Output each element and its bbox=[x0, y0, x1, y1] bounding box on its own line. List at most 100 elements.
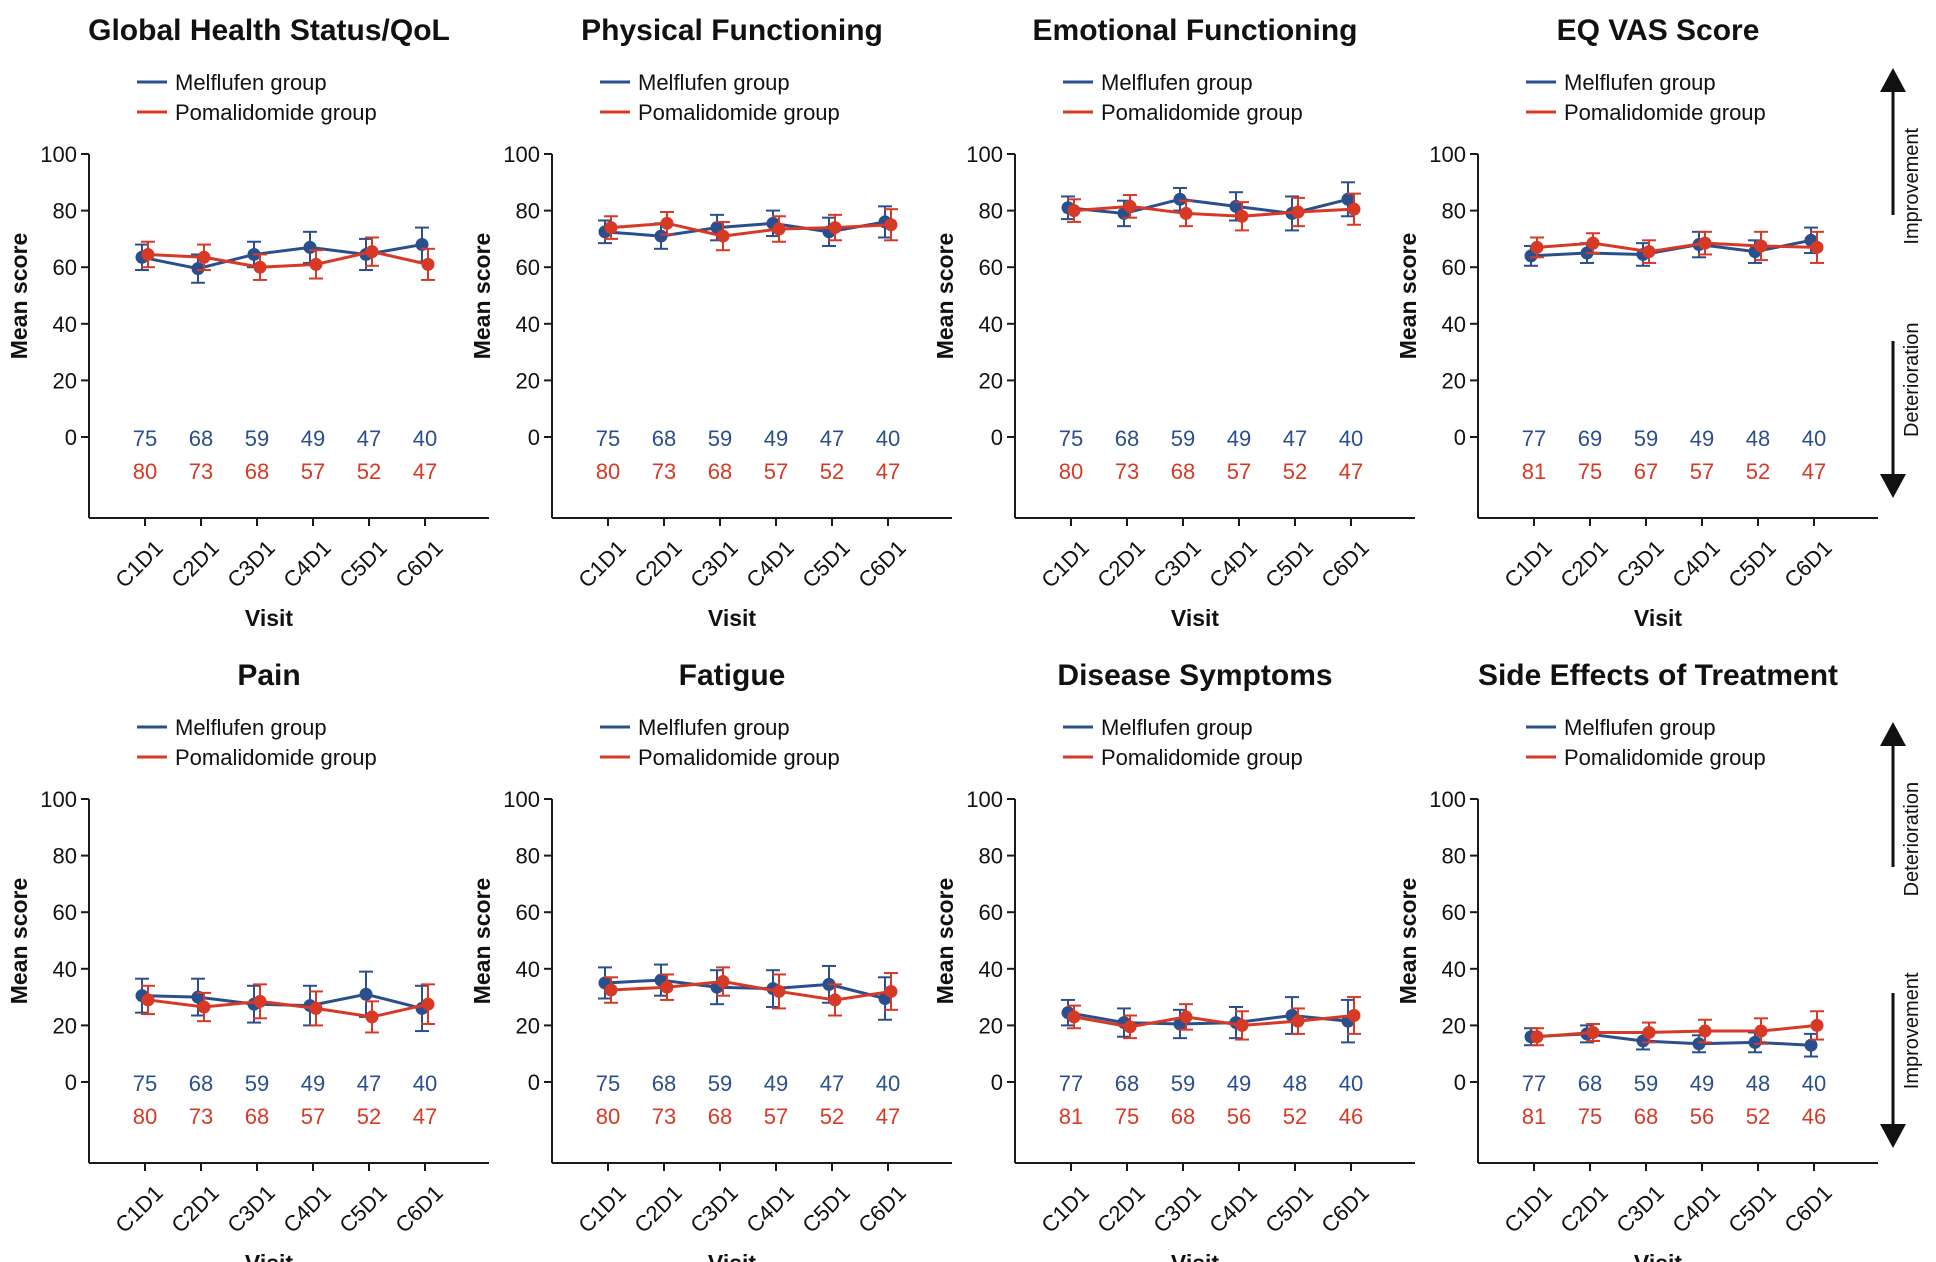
x-axis-label: Visit bbox=[245, 605, 293, 631]
y-axis-label: Mean score bbox=[1395, 233, 1421, 360]
x-tick-label: C5D1 bbox=[1260, 1180, 1317, 1237]
sample-size-label: 47 bbox=[413, 1104, 437, 1129]
x-axis-label: Visit bbox=[1634, 1250, 1682, 1262]
sample-size-label: 47 bbox=[413, 459, 437, 484]
chart-title: Pain bbox=[237, 659, 300, 692]
y-tick-label: 60 bbox=[516, 900, 540, 925]
data-point bbox=[660, 216, 674, 230]
legend-label: Pomalidomide group bbox=[1564, 100, 1766, 125]
x-tick-label: C1D1 bbox=[1036, 1180, 1093, 1237]
data-point bbox=[772, 984, 786, 998]
y-tick-label: 40 bbox=[516, 312, 540, 337]
sample-size-label: 75 bbox=[1115, 1104, 1139, 1129]
legend-label: Pomalidomide group bbox=[1101, 100, 1303, 125]
sample-size-label: 80 bbox=[133, 1104, 157, 1129]
sample-size-label: 77 bbox=[1522, 426, 1546, 451]
x-tick-label: C5D1 bbox=[334, 535, 391, 592]
data-point bbox=[359, 987, 373, 1001]
data-point bbox=[1347, 1008, 1361, 1022]
data-point bbox=[1642, 1025, 1656, 1039]
x-tick-label: C2D1 bbox=[629, 1180, 686, 1237]
data-point bbox=[253, 260, 267, 274]
data-point bbox=[309, 257, 323, 271]
data-point bbox=[1235, 1018, 1249, 1032]
x-tick-label: C6D1 bbox=[1316, 1180, 1373, 1237]
x-tick-label: C1D1 bbox=[573, 535, 630, 592]
sample-size-label: 68 bbox=[1115, 426, 1139, 451]
sample-size-label: 59 bbox=[708, 426, 732, 451]
sample-size-label: 75 bbox=[133, 1071, 157, 1096]
y-tick-label: 20 bbox=[53, 1013, 77, 1038]
sample-size-label: 40 bbox=[876, 426, 900, 451]
sample-size-label: 59 bbox=[245, 1071, 269, 1096]
sample-size-label: 49 bbox=[1690, 1071, 1714, 1096]
sample-size-label: 68 bbox=[708, 459, 732, 484]
sample-size-label: 68 bbox=[245, 459, 269, 484]
sample-size-label: 57 bbox=[764, 459, 788, 484]
arrow-down-head bbox=[1880, 474, 1906, 498]
sample-size-label: 47 bbox=[1802, 459, 1826, 484]
x-tick-label: C6D1 bbox=[853, 535, 910, 592]
sample-size-label: 48 bbox=[1746, 1071, 1770, 1096]
arrow-down-head bbox=[1880, 1124, 1906, 1148]
y-tick-label: 100 bbox=[966, 142, 1003, 167]
y-tick-label: 80 bbox=[516, 844, 540, 869]
y-tick-label: 80 bbox=[979, 199, 1003, 224]
sample-size-label: 80 bbox=[596, 459, 620, 484]
chart-title: Fatigue bbox=[679, 659, 786, 692]
y-tick-label: 0 bbox=[65, 425, 77, 450]
data-point bbox=[884, 984, 898, 998]
data-point bbox=[1067, 1010, 1081, 1024]
sample-size-label: 59 bbox=[1171, 1071, 1195, 1096]
x-tick-label: C2D1 bbox=[1555, 535, 1612, 592]
y-tick-label: 60 bbox=[979, 900, 1003, 925]
sample-size-label: 57 bbox=[301, 459, 325, 484]
x-tick-label: C6D1 bbox=[853, 1180, 910, 1237]
y-tick-label: 0 bbox=[528, 425, 540, 450]
x-tick-label: C4D1 bbox=[1204, 535, 1261, 592]
legend-label: Pomalidomide group bbox=[638, 100, 840, 125]
chart-title: Side Effects of Treatment bbox=[1478, 659, 1838, 692]
y-tick-label: 100 bbox=[40, 787, 77, 812]
y-tick-label: 60 bbox=[979, 255, 1003, 280]
legend-label: Melflufen group bbox=[638, 715, 790, 740]
y-tick-label: 20 bbox=[1442, 1013, 1466, 1038]
x-tick-label: C5D1 bbox=[1723, 1180, 1780, 1237]
sample-size-label: 81 bbox=[1522, 459, 1546, 484]
y-tick-label: 40 bbox=[1442, 312, 1466, 337]
sample-size-label: 49 bbox=[764, 1071, 788, 1096]
data-point bbox=[421, 257, 435, 271]
chart-panel: Global Health Status/QoL Melflufen group P… bbox=[6, 14, 489, 631]
x-tick-label: C1D1 bbox=[1499, 1180, 1556, 1237]
sample-size-label: 73 bbox=[189, 1104, 213, 1129]
x-tick-label: C3D1 bbox=[1611, 535, 1668, 592]
x-tick-label: C4D1 bbox=[1667, 1180, 1724, 1237]
y-tick-label: 0 bbox=[991, 1070, 1003, 1095]
data-point bbox=[1291, 205, 1305, 219]
y-tick-label: 60 bbox=[516, 255, 540, 280]
sample-size-label: 68 bbox=[189, 1071, 213, 1096]
sample-size-label: 80 bbox=[133, 459, 157, 484]
sample-size-label: 68 bbox=[1171, 1104, 1195, 1129]
series-line bbox=[610, 980, 892, 1002]
chart-panel: Side Effects of Treatment Melflufen group… bbox=[1395, 659, 1878, 1262]
data-point bbox=[1067, 204, 1081, 218]
direction-arrow-bottom: Deterioration Improvement bbox=[1880, 722, 1923, 1148]
legend-label: Melflufen group bbox=[1564, 715, 1716, 740]
y-tick-label: 40 bbox=[979, 957, 1003, 982]
chart-title: Disease Symptoms bbox=[1057, 659, 1332, 692]
sample-size-label: 48 bbox=[1746, 426, 1770, 451]
sample-size-label: 68 bbox=[652, 426, 676, 451]
x-axis-label: Visit bbox=[1171, 1250, 1219, 1262]
x-tick-label: C3D1 bbox=[1148, 1180, 1205, 1237]
legend-label: Pomalidomide group bbox=[1101, 745, 1303, 770]
y-tick-label: 20 bbox=[516, 368, 540, 393]
sample-size-label: 40 bbox=[1339, 1071, 1363, 1096]
data-point bbox=[1586, 236, 1600, 250]
data-point bbox=[303, 240, 317, 254]
y-tick-label: 20 bbox=[53, 368, 77, 393]
data-point bbox=[141, 247, 155, 261]
x-tick-label: C2D1 bbox=[166, 1180, 223, 1237]
sample-size-label: 59 bbox=[1634, 426, 1658, 451]
